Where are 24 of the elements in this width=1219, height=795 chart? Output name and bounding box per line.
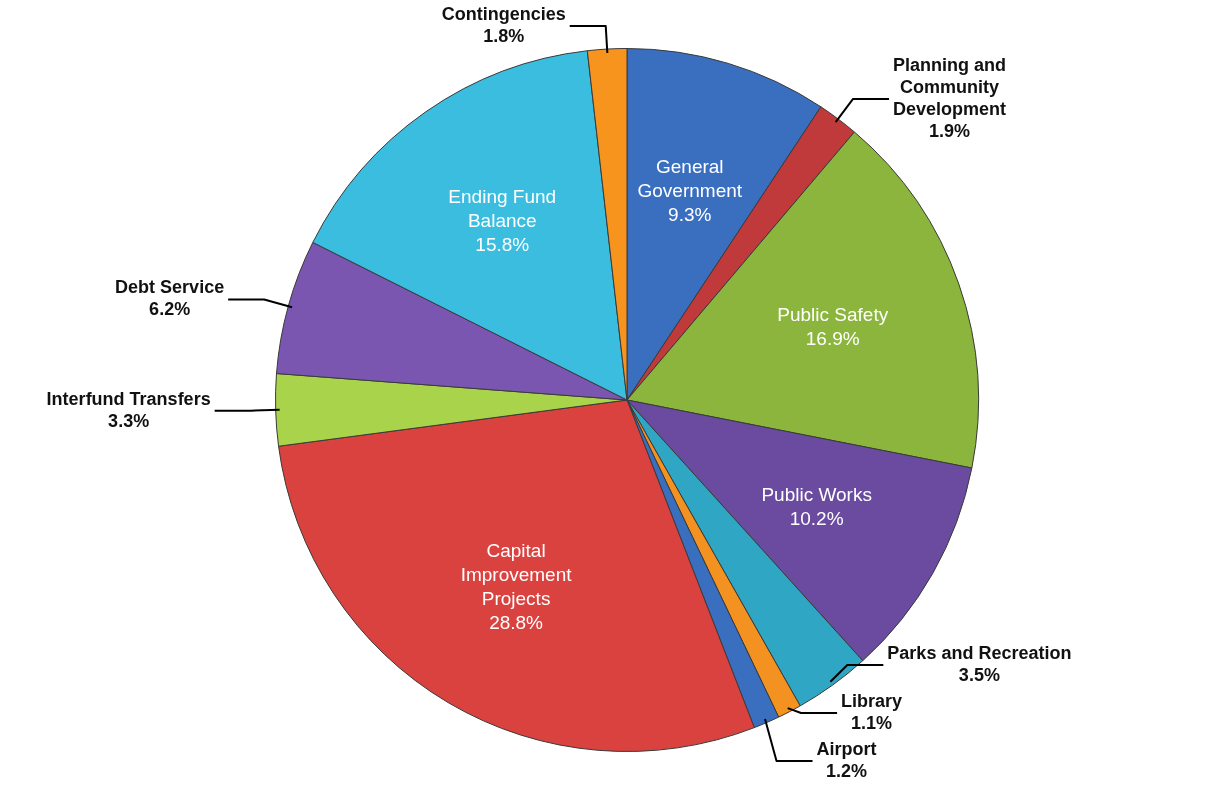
slice-label: Airport <box>816 738 877 759</box>
data-label: 9.3% <box>668 203 712 225</box>
data-label: 1.1% <box>851 712 893 733</box>
slice-label: Library <box>841 690 903 711</box>
data-label: 1.2% <box>826 760 868 781</box>
slice-label: Debt Service <box>115 277 225 298</box>
data-label: 3.5% <box>958 664 1000 685</box>
slice-label: Public Works <box>761 483 872 505</box>
data-label: 28.8% <box>489 611 544 633</box>
data-label: 3.3% <box>108 410 150 431</box>
slice-label: Public Safety <box>777 304 889 326</box>
slice-label: Ending Fund Balance <box>448 185 557 231</box>
data-label: 10.2% <box>789 507 844 529</box>
slice-label: Planning and Community Development <box>893 54 1007 119</box>
data-label: 1.9% <box>929 120 971 141</box>
slice-label: Parks and Recreation <box>887 642 1072 663</box>
slice-label: General Government <box>637 155 743 201</box>
data-label: 6.2% <box>149 299 191 320</box>
data-label: 16.9% <box>805 328 860 350</box>
slice-label: Capital Improvement Projects <box>460 539 573 609</box>
slice-label: Interfund Transfers <box>46 388 211 409</box>
data-label: 15.8% <box>475 233 530 255</box>
slice-label: Contingencies <box>441 3 566 24</box>
data-label: 1.8% <box>483 25 525 46</box>
